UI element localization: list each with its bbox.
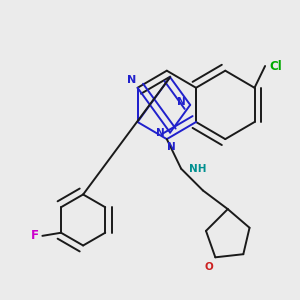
Text: O: O (205, 262, 214, 272)
Text: N: N (156, 128, 165, 138)
Text: N: N (127, 75, 136, 85)
Text: N: N (167, 142, 176, 152)
Text: Cl: Cl (270, 59, 283, 73)
Text: N: N (176, 97, 185, 107)
Text: NH: NH (189, 164, 206, 174)
Text: F: F (31, 230, 39, 242)
